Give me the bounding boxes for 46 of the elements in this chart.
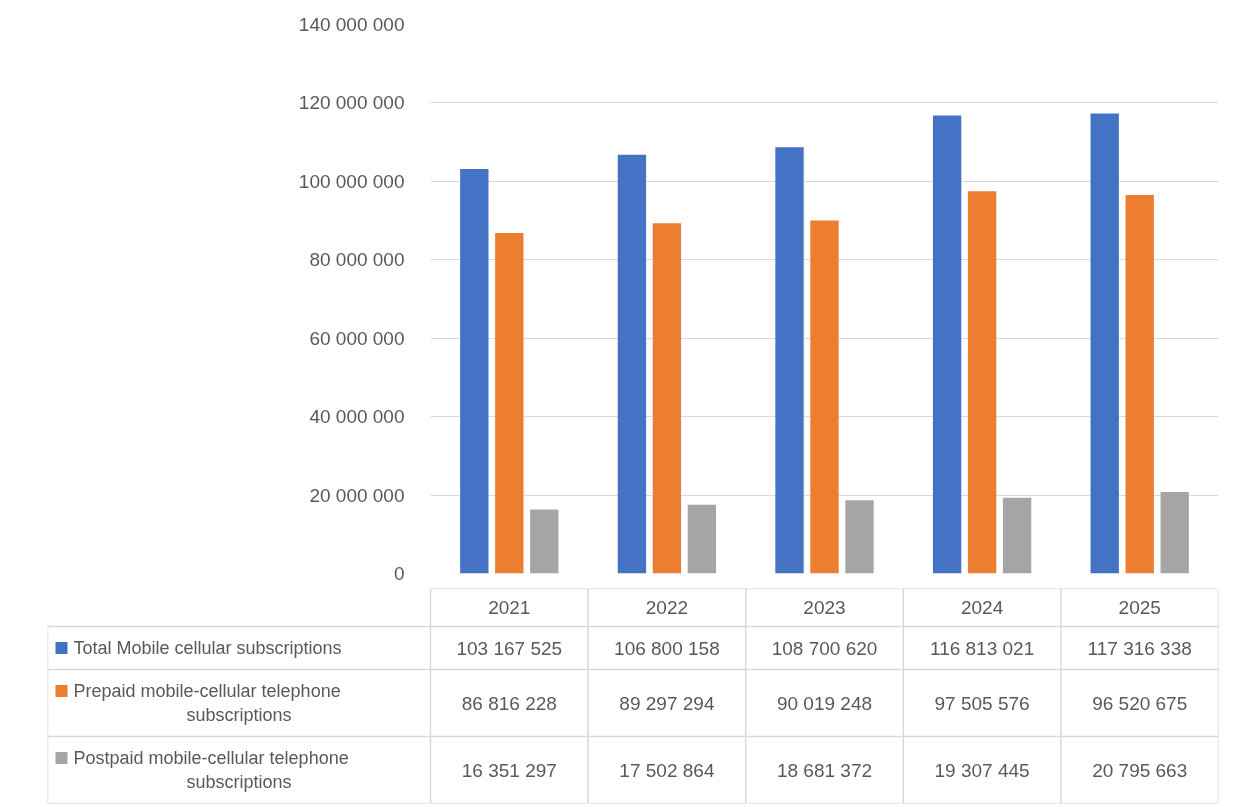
data-label: 106 800 158 <box>614 637 720 659</box>
data-label: 103 167 525 <box>456 637 563 659</box>
bar <box>530 509 559 574</box>
x-tick-label: 2025 <box>1118 597 1161 618</box>
x-tick-label: 2024 <box>960 597 1004 618</box>
bar <box>1002 497 1032 574</box>
legend-label: Total Mobile cellular subscriptions <box>73 638 342 658</box>
bar <box>617 154 647 574</box>
data-label: 16 351 297 <box>461 759 557 781</box>
data-label: 96 520 675 <box>1092 692 1188 714</box>
bar <box>775 147 804 574</box>
bar <box>845 500 874 574</box>
data-label: 108 700 620 <box>771 637 878 659</box>
y-tick-label: 100 000 000 <box>298 170 405 192</box>
bar <box>460 168 489 574</box>
y-tick-label: 20 000 000 <box>309 484 405 506</box>
bar <box>652 223 682 574</box>
y-tick-label: 120 000 000 <box>298 92 405 114</box>
bar <box>687 504 717 574</box>
data-label: 20 795 663 <box>1092 759 1188 781</box>
x-tick-label: 2023 <box>803 597 846 618</box>
bar <box>810 220 839 574</box>
data-label: 19 307 445 <box>934 759 1030 781</box>
y-tick-label: 40 000 000 <box>309 406 405 428</box>
bar <box>1090 113 1119 574</box>
data-label: 17 502 864 <box>619 759 715 781</box>
data-label: 117 316 338 <box>1087 637 1192 659</box>
x-tick-label: 2022 <box>645 597 689 618</box>
data-label: 90 019 248 <box>776 692 873 714</box>
x-tick-label: 2021 <box>488 597 531 618</box>
y-tick-label: 60 000 000 <box>309 327 405 349</box>
y-tick-label: 0 <box>393 563 405 584</box>
data-label: 116 813 021 <box>929 637 1035 659</box>
bar <box>967 191 997 574</box>
legend-label: Prepaid mobile-cellular telephone subscriptions <box>73 681 341 725</box>
y-tick-label: 80 000 000 <box>309 249 405 271</box>
data-label: 18 681 372 <box>776 759 873 781</box>
bar <box>1125 195 1154 574</box>
data-label: 89 297 294 <box>619 692 715 714</box>
y-tick-label: 140 000 000 <box>298 14 405 35</box>
data-label: 86 816 228 <box>461 692 557 714</box>
bar <box>932 115 962 574</box>
bar <box>495 233 524 574</box>
legend-label: Postpaid mobile-cellular telephone subscriptions <box>73 748 349 792</box>
data-label: 97 505 576 <box>934 692 1030 714</box>
bar <box>1160 491 1189 574</box>
